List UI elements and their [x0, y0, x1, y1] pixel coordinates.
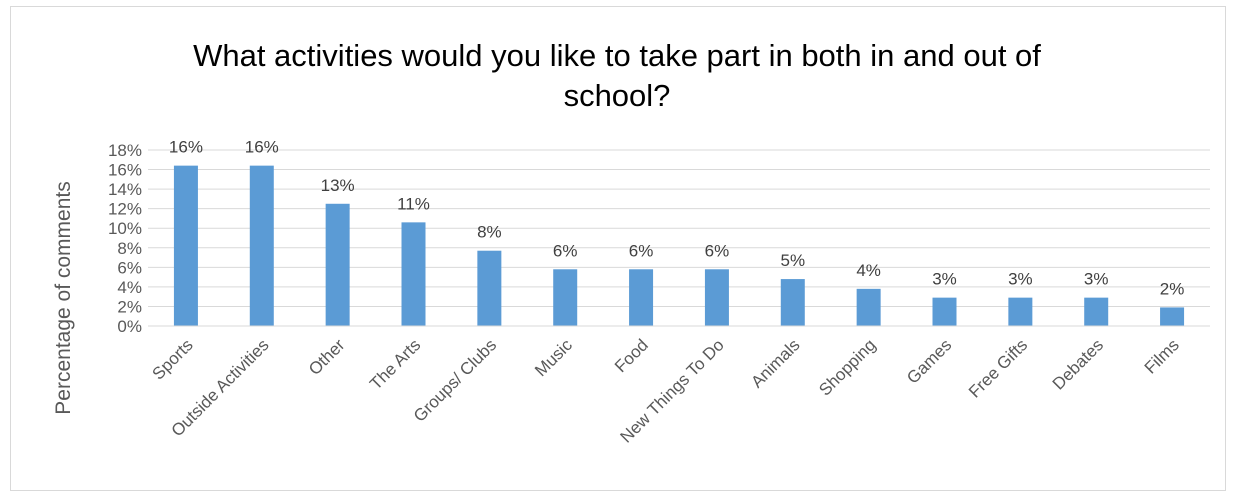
- category-label: The Arts: [366, 335, 424, 393]
- data-label: 8%: [477, 223, 502, 242]
- data-label: 2%: [1160, 279, 1185, 298]
- category-label: Films: [1141, 335, 1183, 377]
- y-tick-label: 0%: [117, 317, 142, 336]
- bar: [1008, 297, 1033, 326]
- data-label: 3%: [932, 270, 957, 289]
- bar: [477, 250, 502, 326]
- data-label: 13%: [321, 176, 355, 195]
- y-tick-label: 6%: [117, 258, 142, 277]
- chart-frame: [10, 6, 1226, 491]
- data-label: 6%: [553, 241, 578, 260]
- bar: [249, 165, 274, 326]
- bar: [629, 269, 654, 326]
- data-label: 16%: [169, 138, 203, 157]
- bar: [780, 279, 805, 326]
- bar: [173, 165, 198, 326]
- data-label: 3%: [1084, 270, 1109, 289]
- data-label: 16%: [245, 138, 279, 157]
- category-label: Debates: [1049, 335, 1107, 393]
- gridlines: [148, 149, 1210, 307]
- chart-title: What activities would you like to take p…: [0, 36, 1234, 116]
- category-label: Free Gifts: [965, 335, 1031, 401]
- bar: [856, 288, 881, 326]
- category-label: Games: [903, 335, 955, 387]
- category-label: Music: [531, 335, 576, 380]
- chart-title-line-2: school?: [563, 78, 671, 113]
- chart-title-line-1: What activities would you like to take p…: [193, 38, 1041, 73]
- y-tick-label: 18%: [108, 141, 142, 160]
- bar: [704, 269, 729, 326]
- category-label: Animals: [747, 335, 803, 391]
- bar: [1084, 297, 1109, 326]
- y-tick-label: 12%: [108, 200, 142, 219]
- category-label: Food: [611, 335, 652, 376]
- y-axis-ticks: 0%2%4%6%8%10%12%14%16%18%: [108, 141, 142, 336]
- bar: [932, 297, 957, 326]
- y-tick-label: 14%: [108, 180, 142, 199]
- y-axis-label: Percentage of comments: [52, 181, 75, 414]
- y-tick-label: 4%: [117, 278, 142, 297]
- category-label: Other: [305, 335, 349, 379]
- y-tick-label: 16%: [108, 161, 142, 180]
- y-tick-label: 10%: [108, 219, 142, 238]
- data-label: 4%: [856, 261, 881, 280]
- data-label: 6%: [629, 241, 654, 260]
- data-label: 6%: [705, 241, 730, 260]
- category-label: Shopping: [815, 335, 879, 399]
- bar: [553, 269, 578, 326]
- y-tick-label: 8%: [117, 239, 142, 258]
- bars: [173, 165, 1185, 326]
- data-label: 3%: [1008, 270, 1033, 289]
- bar: [1160, 307, 1185, 326]
- category-label: Sports: [149, 335, 197, 383]
- bar: [401, 222, 426, 326]
- data-label: 11%: [397, 194, 430, 213]
- y-tick-label: 2%: [117, 297, 142, 316]
- bar: [325, 203, 350, 326]
- data-labels: 16% 16% 13% 11% 8% 6% 6% 6% 5% 4% 3% 3% 3% 2%: [169, 138, 1184, 299]
- data-label: 5%: [780, 251, 805, 270]
